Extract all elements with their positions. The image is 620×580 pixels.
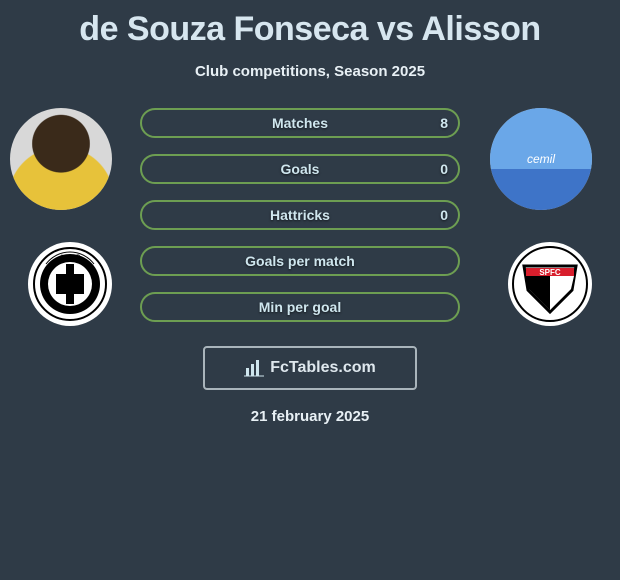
branding-text: FcTables.com (270, 359, 376, 377)
stat-row: Goals per match (140, 246, 460, 276)
branding-box: FcTables.com (203, 346, 417, 390)
svg-text:A.A.P.P: A.A.P.P (60, 255, 80, 261)
player-right-avatar (490, 108, 592, 210)
stat-label: Goals per match (245, 253, 355, 269)
stat-row: Matches 8 (140, 108, 460, 138)
stat-right-value: 8 (440, 115, 448, 131)
bar-chart-icon (244, 358, 264, 378)
stat-right-value: 0 (440, 161, 448, 177)
club-right-badge: SPFC (508, 242, 592, 326)
stat-row: Goals 0 (140, 154, 460, 184)
club-badge-icon: A.A.P.P (32, 246, 108, 322)
page-title: de Souza Fonseca vs Alisson (0, 0, 620, 49)
stat-row: Hattricks 0 (140, 200, 460, 230)
stat-row: Min per goal (140, 292, 460, 322)
stat-label: Hattricks (270, 207, 330, 223)
club-left-badge: A.A.P.P (28, 242, 112, 326)
svg-text:SPFC: SPFC (539, 268, 561, 277)
stat-label: Goals (281, 161, 320, 177)
date-text: 21 february 2025 (0, 408, 620, 425)
avatar-placeholder-icon (490, 108, 592, 210)
stat-right-value: 0 (440, 207, 448, 223)
stat-label: Min per goal (259, 299, 341, 315)
stats-list: Matches 8 Goals 0 Hattricks 0 Goals per … (140, 108, 460, 338)
player-left-avatar (10, 108, 112, 210)
stat-label: Matches (272, 115, 328, 131)
page-subtitle: Club competitions, Season 2025 (0, 63, 620, 80)
avatar-placeholder-icon (10, 108, 112, 210)
club-badge-icon: SPFC (512, 246, 588, 322)
